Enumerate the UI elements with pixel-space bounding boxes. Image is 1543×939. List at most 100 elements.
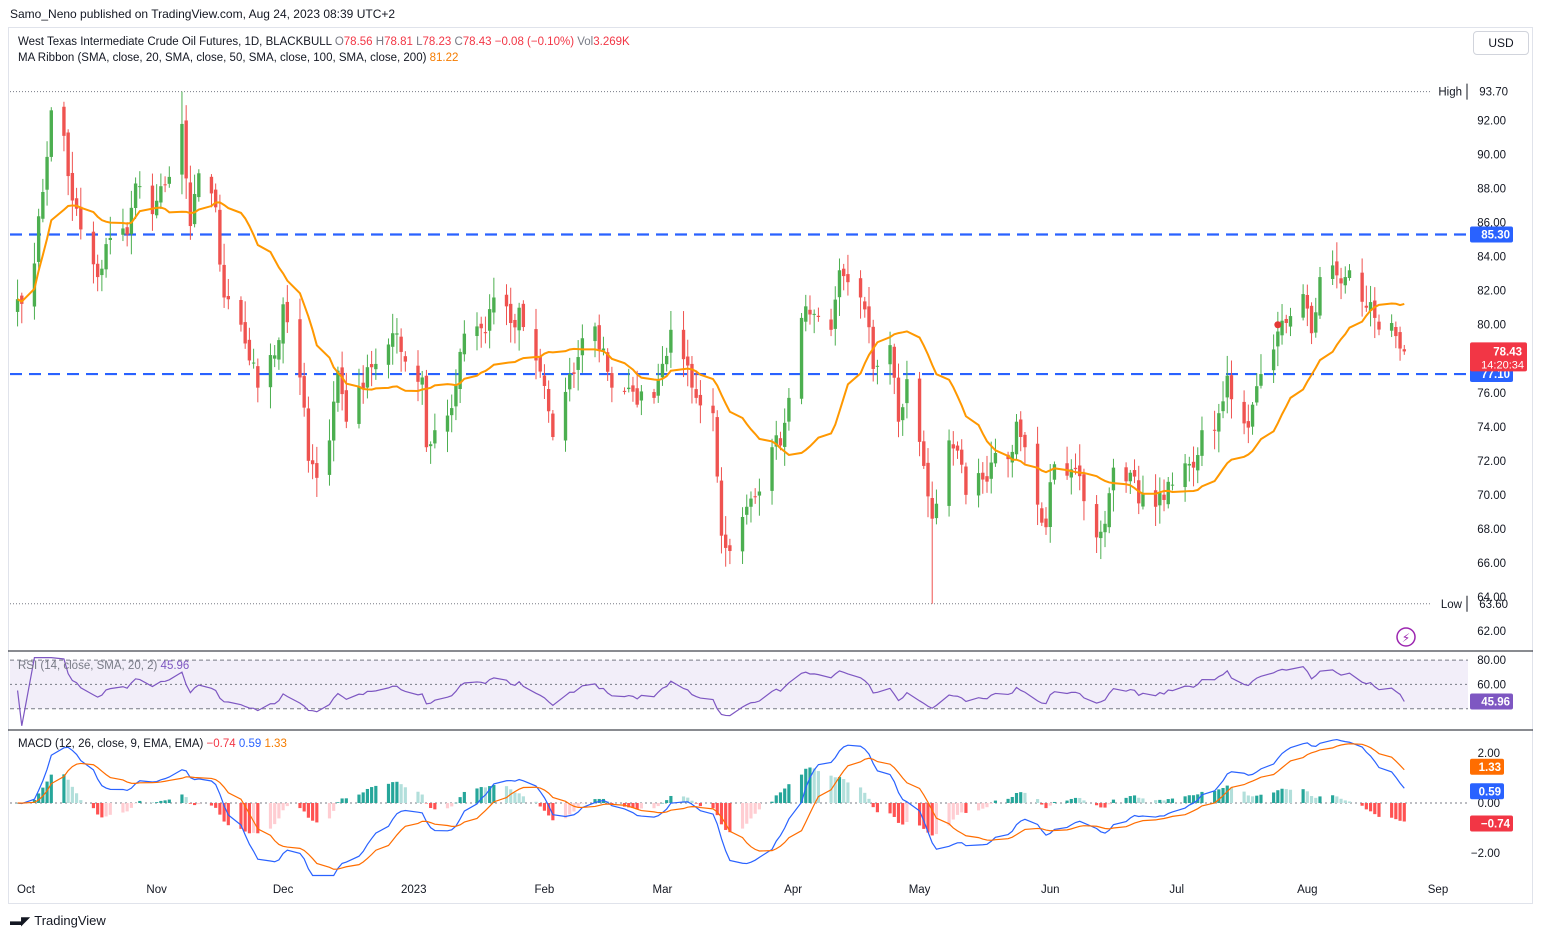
candle-body <box>757 491 762 496</box>
candle <box>1200 416 1204 467</box>
rsi-legend[interactable]: RSI (14, close, SMA, 20, 2) 45.96 <box>18 660 189 672</box>
candle-body <box>985 476 989 482</box>
candle <box>1166 476 1170 509</box>
high-value: 93.70 <box>1479 87 1508 99</box>
candle-body <box>812 313 816 315</box>
macd-histogram-bar <box>1137 797 1141 803</box>
candle-body <box>1044 518 1048 528</box>
macd-histogram-bar <box>770 801 774 803</box>
candle-body <box>669 329 673 353</box>
macd-histogram-bar <box>1095 803 1099 806</box>
macd-histogram-bar <box>610 803 614 805</box>
candle-body <box>1191 461 1196 468</box>
macd-histogram-bar <box>121 803 125 813</box>
candle-body <box>357 386 361 424</box>
macd-histogram-bar <box>357 794 361 803</box>
macd-histogram-bar <box>563 803 568 819</box>
candle-body <box>433 430 437 444</box>
candle <box>1035 426 1040 526</box>
macd-histogram-bar <box>842 779 846 803</box>
candle <box>268 343 273 409</box>
candle <box>454 369 458 421</box>
macd-histogram-bar <box>930 803 934 836</box>
price-tick-label: 84.00 <box>1477 252 1506 264</box>
candle <box>960 439 964 474</box>
candle-body <box>1335 261 1339 276</box>
candle <box>715 410 719 483</box>
candle-body <box>1360 272 1364 302</box>
candle <box>787 388 791 431</box>
candle <box>1229 360 1234 419</box>
candle-body <box>1242 401 1246 424</box>
ohlc-value-2: 78.23 <box>422 36 452 48</box>
candle-body <box>222 264 226 298</box>
ma-ribbon-line <box>17 201 1405 495</box>
candle <box>664 347 669 372</box>
candle-body <box>340 367 344 395</box>
candle-body <box>1052 464 1057 480</box>
macd-histogram-bar <box>1301 789 1305 803</box>
candle <box>20 292 24 324</box>
macd-legend[interactable]: MACD (12, 26, close, 9, EMA, EMA) −0.74 … <box>18 738 287 750</box>
time-tick-label: 2023 <box>401 884 427 896</box>
macd-histogram-bar <box>1309 796 1314 803</box>
candle-body <box>1398 332 1402 349</box>
candle-body <box>1023 434 1027 448</box>
candle-body <box>184 120 188 179</box>
macd-histogram-bar <box>981 803 985 809</box>
candle-body <box>20 295 24 304</box>
macd-histogram-bar <box>858 787 863 803</box>
candle <box>572 362 576 388</box>
macd-histogram-bar <box>1314 797 1318 803</box>
ma-legend[interactable]: MA Ribbon (SMA, close, 20, SMA, close, 5… <box>18 52 458 64</box>
candle <box>774 420 778 460</box>
macd-histogram-bar <box>513 792 517 803</box>
candle-body <box>989 462 993 479</box>
candle <box>1276 311 1280 367</box>
candle-body <box>197 173 201 198</box>
candle-body <box>36 216 41 262</box>
macd-histogram-bar <box>49 774 53 803</box>
time-tick-label: Jun <box>1041 884 1060 896</box>
candle-body <box>901 407 905 421</box>
candle <box>256 358 260 403</box>
macd-line-tag: 0.59 <box>1470 783 1504 800</box>
candle <box>934 489 939 525</box>
macd-histogram-bar <box>1141 798 1145 803</box>
macd-histogram-bar <box>833 777 837 803</box>
macd-histogram-bar <box>1318 796 1322 803</box>
candle <box>901 403 905 436</box>
macd-histogram-bar <box>740 803 745 829</box>
macd-histogram-bar <box>1284 789 1288 803</box>
macd-histogram-bar <box>1390 803 1394 818</box>
macd-histogram-bar <box>488 786 492 803</box>
macd-histogram-bar <box>521 796 525 803</box>
macd-histogram-bar <box>1402 803 1406 822</box>
macd-histogram-bar <box>1082 800 1086 803</box>
macd-histogram-bar <box>1339 798 1343 803</box>
macd-histogram-bar <box>1398 803 1402 821</box>
macd-histogram-bar <box>1044 803 1048 809</box>
macd-histogram-bar <box>1191 795 1196 803</box>
symbol-legend[interactable]: West Texas Intermediate Crude Oil Future… <box>18 36 630 48</box>
candle <box>534 308 538 380</box>
candle-body <box>1373 300 1377 318</box>
candle-body <box>635 388 639 405</box>
candle-body <box>159 186 163 203</box>
candle-body <box>1162 494 1166 500</box>
candle-body <box>580 338 585 356</box>
currency-button[interactable]: USD <box>1473 31 1529 55</box>
candle <box>669 310 673 368</box>
candle <box>1402 344 1406 355</box>
macd-histogram-bar <box>256 803 260 834</box>
macd-histogram-bar <box>336 802 340 803</box>
macd-histogram-bar <box>1305 791 1309 803</box>
candle-body <box>837 270 842 298</box>
candle <box>36 208 41 269</box>
macd-histogram-bar <box>45 781 49 803</box>
candle-body <box>892 346 896 378</box>
candle <box>846 254 850 296</box>
candle <box>1242 390 1246 435</box>
candle <box>66 129 70 196</box>
